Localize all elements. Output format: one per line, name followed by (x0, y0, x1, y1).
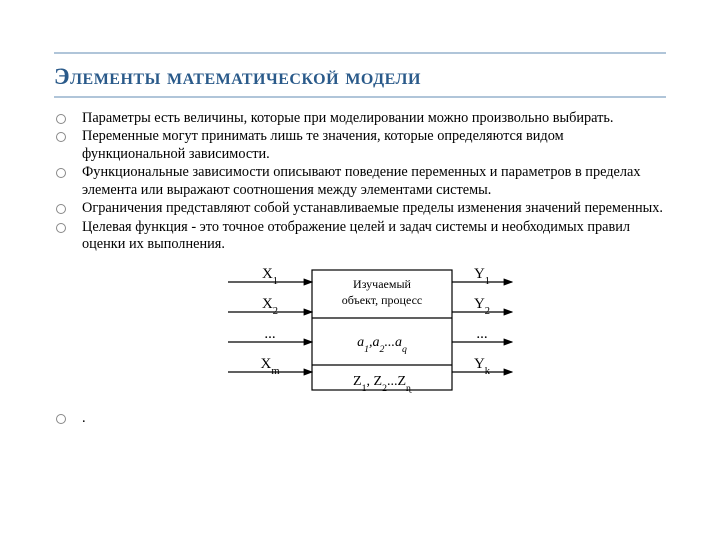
svg-text:X2: X2 (262, 296, 278, 317)
bullet-list-2: . (54, 410, 666, 427)
bullet-list: Параметры есть величины, которые при мод… (54, 110, 666, 254)
svg-text:объект, процесс: объект, процесс (342, 293, 422, 307)
list-item: Ограничения представляют собой устанавли… (54, 200, 666, 217)
svg-text:Xm: Xm (260, 356, 279, 377)
list-item: Параметры есть величины, которые при мод… (54, 110, 666, 127)
diagram-container: Изучаемыйобъект, процессa1,a2...aqZ1, Z2… (54, 264, 666, 404)
system-diagram: Изучаемыйобъект, процессa1,a2...aqZ1, Z2… (200, 264, 520, 404)
list-item: Переменные могут принимать лишь те значе… (54, 128, 666, 163)
svg-text:Y1: Y1 (474, 266, 490, 287)
title-rule-top (54, 52, 666, 54)
svg-text:Изучаемый: Изучаемый (353, 277, 411, 291)
svg-text:a1,a2...aq: a1,a2...aq (357, 335, 407, 355)
svg-text:X1: X1 (262, 266, 278, 287)
title-rule-bottom (54, 96, 666, 98)
list-item: Целевая функция - это точное отображение… (54, 219, 666, 254)
svg-text:...: ... (476, 326, 487, 342)
svg-text:Y2: Y2 (474, 296, 490, 317)
svg-text:Yk: Yk (474, 356, 491, 377)
list-item: Функциональные зависимости описывают пов… (54, 164, 666, 199)
slide-title: Элементы математической модели (54, 64, 666, 90)
slide: Элементы математической модели Параметры… (0, 0, 720, 540)
svg-text:...: ... (264, 326, 275, 342)
list-item: . (54, 410, 666, 427)
